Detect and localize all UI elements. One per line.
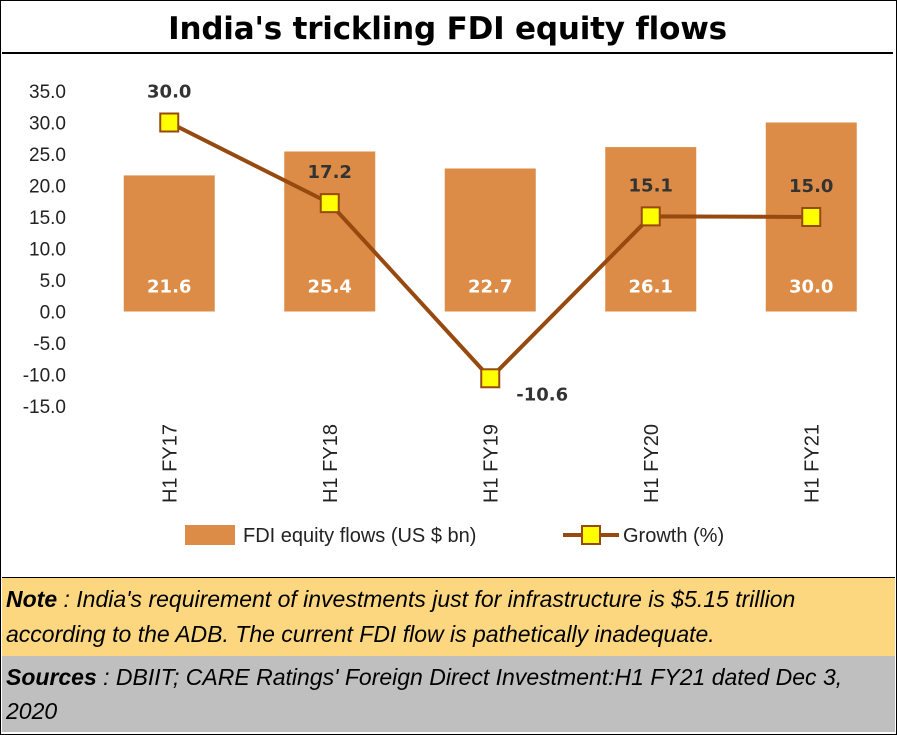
x-tick-label: H1 FY20 — [641, 424, 663, 503]
growth-data-label: 15.1 — [629, 175, 673, 196]
note-box: Note : India's requirement of investment… — [2, 577, 895, 660]
y-tick-label: 35.0 — [29, 82, 66, 103]
growth-marker — [640, 206, 661, 227]
bar — [284, 151, 376, 312]
sources-box: Sources : DBIIT; CARE Ratings' Foreign D… — [2, 656, 895, 732]
growth-marker — [801, 207, 822, 227]
growth-marker — [159, 112, 180, 133]
growth-data-label: 17.2 — [308, 162, 352, 183]
sources-label: Sources — [6, 664, 97, 690]
growth-data-label: -10.6 — [516, 384, 568, 405]
x-tick-label: H1 FY21 — [801, 424, 823, 503]
legend-line-label: Growth (%) — [623, 525, 724, 547]
y-tick-label: 10.0 — [29, 240, 66, 261]
bar-data-label: 30.0 — [789, 277, 833, 298]
bar — [605, 147, 697, 312]
x-tick-label: H1 FY19 — [480, 424, 502, 503]
bar-data-label: 21.6 — [147, 277, 191, 298]
growth-data-label: 30.0 — [147, 82, 191, 103]
bar-data-label: 22.7 — [468, 277, 512, 298]
bar — [123, 175, 215, 312]
y-tick-label: 25.0 — [29, 145, 66, 166]
y-tick-label: -15.0 — [23, 397, 66, 418]
growth-marker — [480, 368, 501, 389]
y-tick-label: 20.0 — [29, 177, 66, 198]
y-tick-label: -10.0 — [23, 366, 66, 387]
growth-data-label: 15.0 — [789, 176, 833, 197]
growth-marker — [319, 193, 340, 214]
note-label: Note — [6, 586, 58, 612]
y-tick-label: 0.0 — [40, 303, 66, 324]
legend-bar-label: FDI equity flows (US $ bn) — [243, 525, 476, 547]
bar-data-label: 25.4 — [308, 277, 352, 298]
chart-area: 35.0 30.0 25.0 20.0 15.0 10.0 5.0 0.0 -5.0 -10.0 -… — [23, 82, 857, 547]
line-series: 30.0 17.2 -10.6 15.1 15.0 — [147, 82, 833, 406]
x-tick-label: H1 FY18 — [320, 424, 342, 503]
note-text: : India's requirement of investments jus… — [6, 586, 796, 647]
y-tick-label: -5.0 — [33, 334, 66, 355]
y-tick-label: 30.0 — [29, 114, 66, 135]
bar — [444, 168, 536, 312]
y-tick-label: 15.0 — [29, 208, 66, 229]
x-axis: H1 FY17 H1 FY18 H1 FY19 H1 FY20 H1 FY21 — [159, 424, 823, 503]
legend-marker-swatch — [581, 525, 601, 545]
sources-text: : DBIIT; CARE Ratings' Foreign Direct In… — [6, 664, 843, 724]
chart-title: India's trickling FDI equity flows — [2, 2, 893, 54]
legend-bar-swatch — [185, 525, 235, 545]
y-tick-label: 5.0 — [40, 271, 66, 292]
legend: FDI equity flows (US $ bn) Growth (%) — [185, 525, 724, 547]
x-tick-label: H1 FY17 — [159, 424, 181, 503]
bar-data-label: 26.1 — [629, 277, 673, 298]
y-axis: 35.0 30.0 25.0 20.0 15.0 10.0 5.0 0.0 -5.0 -10.0 -… — [23, 82, 66, 418]
